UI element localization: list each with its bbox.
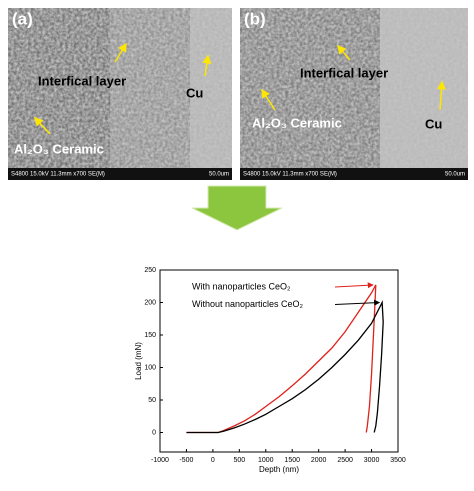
sem-scale: 50.0um	[445, 172, 465, 178]
sem-info: S4800 15.0kV 11.3mm x700 SE(M)	[11, 172, 105, 178]
panel-label: (b)	[244, 9, 266, 28]
sem-b: (b) Interfical layer Al₂O₃ Ceramic Cu S4…	[240, 8, 468, 180]
series-line	[186, 300, 384, 434]
x-tick-label: 500	[233, 457, 245, 464]
series-label: With nanoparticles CeO₂	[192, 281, 291, 291]
y-axis-label: Load (mN)	[134, 342, 143, 380]
plot-frame	[159, 269, 399, 453]
y-tick-label: 50	[148, 397, 156, 404]
y-tick-label: 250	[144, 267, 156, 274]
sem-scale: 50.0um	[209, 172, 229, 178]
y-tick-label: 100	[144, 364, 156, 371]
panel-text: Cu	[425, 116, 442, 131]
panel-label: (a)	[12, 9, 33, 28]
x-tick-label: 2500	[337, 457, 353, 464]
panel-text: Interfical layer	[300, 65, 388, 80]
x-tick-label: 1000	[258, 457, 274, 464]
panel-text: Al₂O₃ Ceramic	[252, 115, 342, 130]
series-label: Without nanoparticles CeO₂	[192, 299, 304, 309]
y-tick-label: 200	[144, 299, 156, 306]
x-tick-label: 1500	[284, 457, 300, 464]
x-tick-label: 0	[211, 457, 215, 464]
sem-info: S4800 15.0kV 11.3mm x700 SE(M)	[243, 172, 337, 178]
panel-text: Cu	[186, 85, 203, 100]
x-tick-label: 3000	[364, 457, 380, 464]
x-tick-label: 3500	[390, 457, 406, 464]
label-arrow	[334, 299, 381, 306]
y-tick-label: 0	[152, 429, 156, 436]
label-arrow	[334, 282, 374, 289]
y-tick-label: 150	[144, 332, 156, 339]
panel-text: Interfical layer	[38, 73, 126, 88]
sem-a: (a) Interfical layer Cu Al₂O₃ Ceramic S4…	[8, 8, 232, 180]
green-arrow	[191, 185, 283, 231]
x-tick-label: -500	[179, 457, 193, 464]
x-tick-label: -1000	[151, 457, 169, 464]
x-tick-label: 2000	[311, 457, 327, 464]
x-axis-label: Depth (nm)	[259, 465, 299, 474]
panel-text: Al₂O₃ Ceramic	[14, 141, 104, 156]
